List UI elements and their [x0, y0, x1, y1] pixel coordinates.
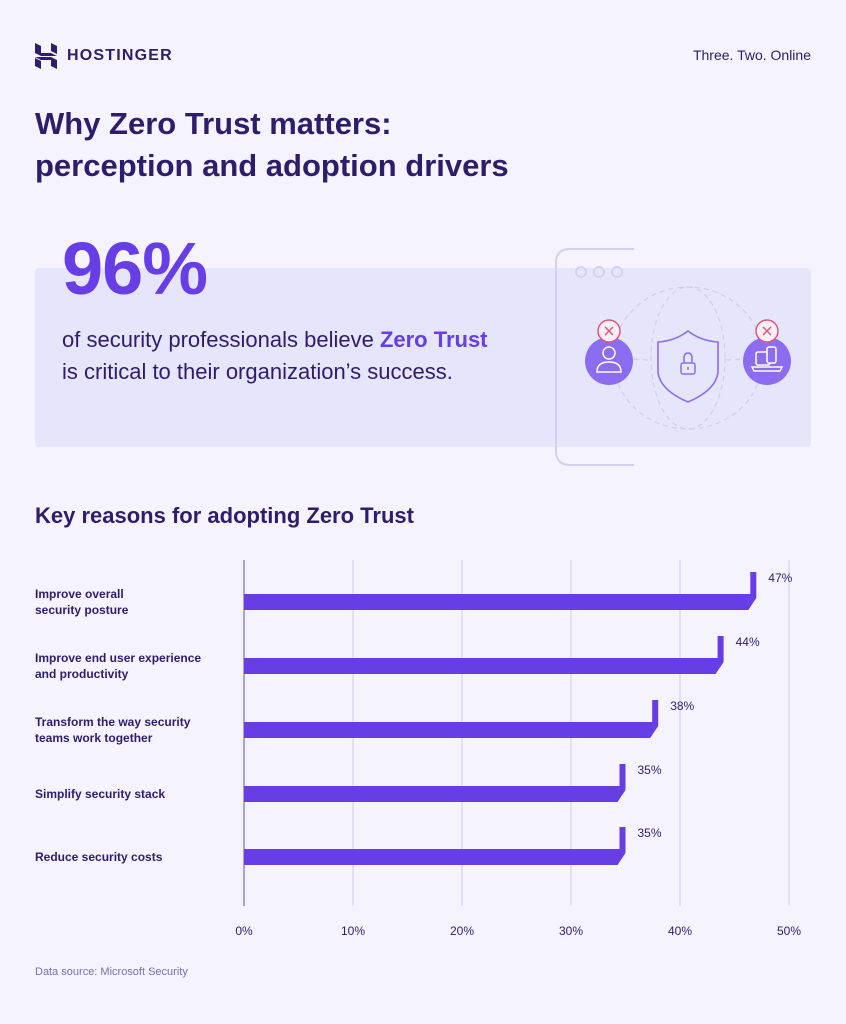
bar-value-label: 38% — [670, 699, 695, 713]
tagline: Three. Two. Online — [692, 47, 811, 63]
devices-icon — [743, 337, 791, 385]
brand-name: HOSTINGER — [67, 47, 173, 64]
zero-trust-illustration — [555, 248, 791, 466]
bar — [244, 827, 626, 865]
hostinger-logo-icon — [35, 43, 57, 69]
x-tick-label: 10% — [340, 924, 366, 938]
x-tick-label: 0% — [235, 924, 253, 938]
bar-value-label: 44% — [735, 635, 760, 649]
bar — [244, 764, 626, 802]
chart-title: Key reasons for adopting Zero Trust — [35, 503, 414, 528]
bar — [244, 572, 757, 610]
bars — [244, 572, 757, 865]
category-label: Simplify security stack — [35, 787, 166, 801]
bar — [244, 700, 659, 738]
user-icon — [585, 337, 633, 385]
blocked-x-icon — [597, 319, 621, 343]
category-label: Reduce security costs — [35, 850, 163, 864]
stat-description: of security professionals believe Zero T… — [62, 324, 488, 388]
x-tick-label: 20% — [449, 924, 475, 938]
page-title: Why Zero Trust matters: perception and a… — [35, 103, 509, 187]
stat-text-after: is critical to their organization’s succ… — [62, 359, 453, 384]
title-line-2: perception and adoption drivers — [35, 148, 509, 183]
stat-highlight: Zero Trust — [379, 327, 488, 352]
bar-value-label: 47% — [768, 571, 793, 585]
x-tick-label: 30% — [558, 924, 584, 938]
blocked-x-icon — [755, 319, 779, 343]
category-label: Improve overall security posture — [35, 587, 129, 617]
category-label: Improve end user experience and productiv… — [35, 651, 202, 681]
shield-lock-icon — [657, 329, 719, 403]
browser-window-icon — [555, 248, 634, 466]
x-tick-label: 40% — [667, 924, 693, 938]
data-source: Data source: Microsoft Security — [35, 966, 188, 978]
brand-logo: HOSTINGER — [35, 43, 173, 69]
stat-value: 96% — [62, 227, 208, 310]
bar-value-label: 35% — [637, 826, 662, 840]
category-label: Transform the way security teams work tog… — [35, 715, 191, 745]
title-line-1: Why Zero Trust matters: — [35, 106, 392, 141]
bar — [244, 636, 724, 674]
stat-text-before: of security professionals believe — [62, 327, 380, 352]
x-tick-label: 50% — [776, 924, 802, 938]
bar-value-label: 35% — [637, 763, 662, 777]
